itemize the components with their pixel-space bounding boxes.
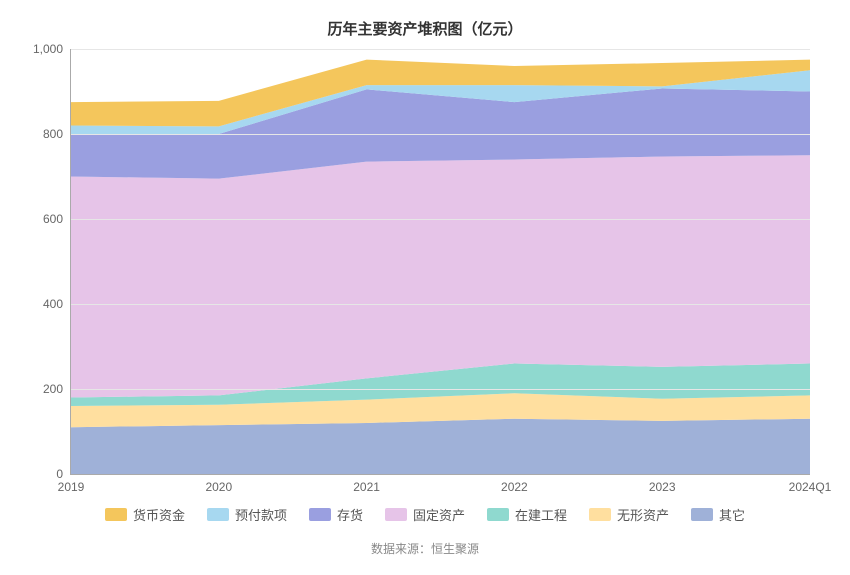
legend-item[interactable]: 存货: [309, 505, 363, 524]
x-tick-label: 2023: [649, 474, 676, 494]
x-tick-label: 2019: [58, 474, 85, 494]
y-tick-label: 400: [43, 297, 71, 311]
grid-line: [71, 219, 810, 220]
grid-line: [71, 49, 810, 50]
legend-label: 存货: [337, 505, 363, 524]
legend-swatch: [105, 508, 127, 521]
chart-plot: 02004006008001,0002019202020212022202320…: [70, 49, 810, 475]
grid-line: [71, 304, 810, 305]
legend-swatch: [385, 508, 407, 521]
chart-title: 历年主要资产堆积图（亿元）: [0, 0, 850, 49]
legend-item[interactable]: 无形资产: [589, 505, 669, 524]
legend-item[interactable]: 其它: [691, 505, 745, 524]
stacked-areas: [71, 49, 810, 474]
legend-swatch: [487, 508, 509, 521]
legend-label: 货币资金: [133, 505, 185, 524]
y-tick-label: 200: [43, 382, 71, 396]
y-tick-label: 800: [43, 127, 71, 141]
y-tick-label: 600: [43, 212, 71, 226]
area-series: [71, 155, 810, 397]
legend-item[interactable]: 在建工程: [487, 505, 567, 524]
chart-plot-wrap: 02004006008001,0002019202020212022202320…: [0, 49, 850, 475]
chart-legend: 货币资金 预付款项 存货 固定资产 在建工程 无形资产 其它: [0, 475, 850, 532]
legend-swatch: [309, 508, 331, 521]
legend-label: 在建工程: [515, 505, 567, 524]
x-tick-label: 2021: [353, 474, 380, 494]
grid-line: [71, 134, 810, 135]
chart-source: 数据来源：恒生聚源: [0, 532, 850, 575]
x-tick-label: 2022: [501, 474, 528, 494]
legend-item[interactable]: 货币资金: [105, 505, 185, 524]
legend-item[interactable]: 预付款项: [207, 505, 287, 524]
legend-label: 无形资产: [617, 505, 669, 524]
y-tick-label: 1,000: [33, 42, 71, 56]
legend-label: 固定资产: [413, 505, 465, 524]
x-tick-label: 2020: [205, 474, 232, 494]
legend-label: 预付款项: [235, 505, 287, 524]
legend-label: 其它: [719, 505, 745, 524]
legend-swatch: [691, 508, 713, 521]
legend-swatch: [589, 508, 611, 521]
legend-swatch: [207, 508, 229, 521]
legend-item[interactable]: 固定资产: [385, 505, 465, 524]
grid-line: [71, 389, 810, 390]
x-tick-label: 2024Q1: [789, 474, 832, 494]
area-series: [71, 419, 810, 474]
chart-container: 历年主要资产堆积图（亿元） 02004006008001,00020192020…: [0, 0, 850, 575]
